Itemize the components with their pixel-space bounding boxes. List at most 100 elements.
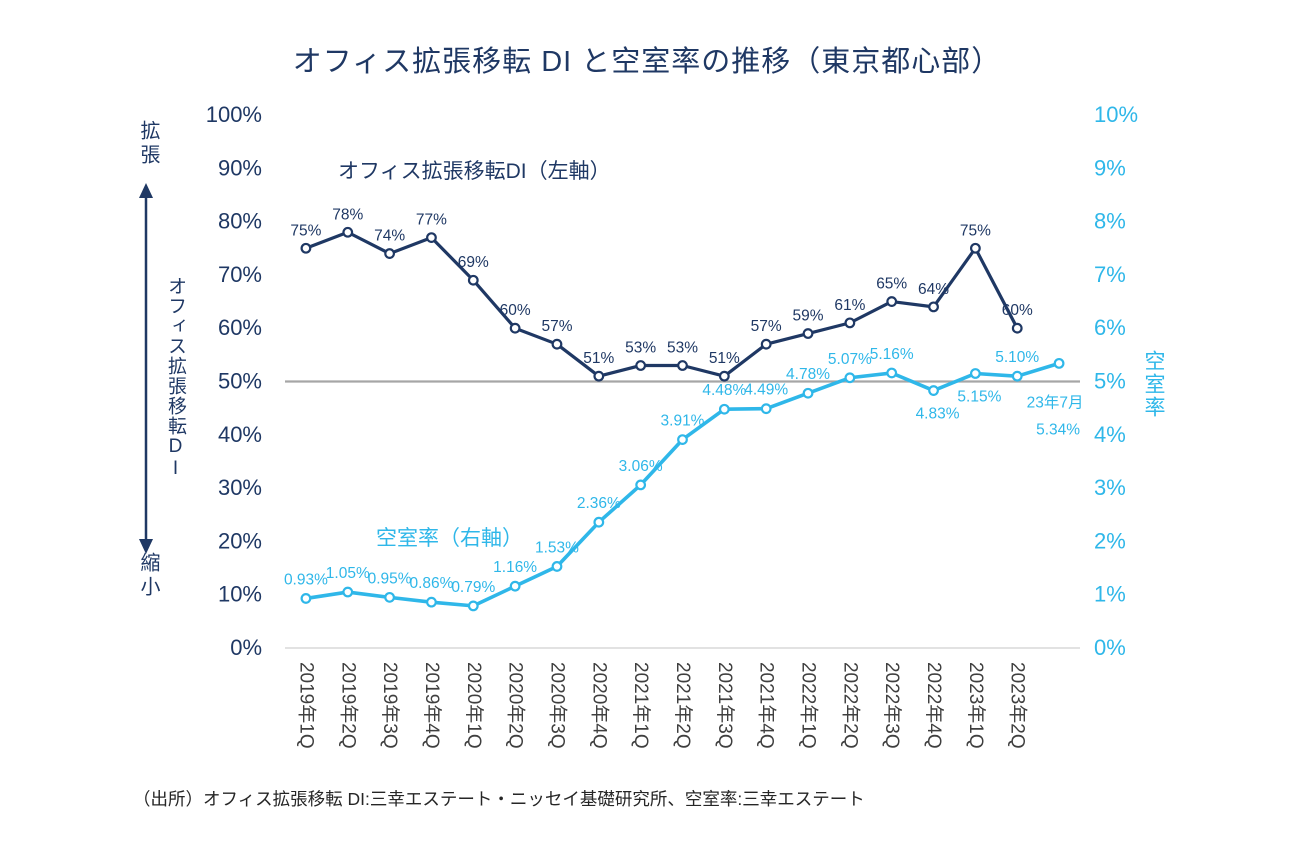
x-axis-label: 2021年2Q <box>672 662 694 749</box>
vacancy-marker <box>509 580 521 592</box>
di-data-label: 69% <box>458 254 489 271</box>
vacancy-data-labels: 0.93%1.05%0.95%0.86%0.79% 1.16% 1.53% 2.36%… <box>284 346 1084 596</box>
left-tick-label: 20% <box>218 528 262 553</box>
vacancy-data-label: 5.16% <box>870 346 914 363</box>
left-axis-ticks: 100% 90% 80% 70% 60% 50% 40% 30% 20% 10% 0% <box>206 102 262 660</box>
di-data-label: 51% <box>583 350 614 367</box>
right-axis-ticks: 10% 9% 8% 7% 6% 5% 4% 3% 2% 1% 0% <box>1094 102 1138 660</box>
source-note: （出所）オフィス拡張移転 DI:三幸エステート・ニッセイ基礎研究所、空室率:三幸… <box>133 789 865 809</box>
di-series-annotation: オフィス拡張移転DI（左軸） <box>338 160 611 183</box>
vacancy-data-label: 4.83% <box>916 406 960 423</box>
vacancy-marker <box>342 586 354 598</box>
chart-title: オフィス拡張移転 DI と空室率の推移（東京都心部） <box>292 46 1002 78</box>
di-data-label: 64% <box>918 281 949 298</box>
di-marker <box>677 360 688 371</box>
di-marker <box>969 242 981 254</box>
vacancy-marker <box>467 600 479 612</box>
vacancy-data-label: 1.53% <box>535 539 579 556</box>
di-marker <box>886 296 898 307</box>
di-marker <box>635 360 647 371</box>
vacancy-data-label: 2.36% <box>577 495 621 512</box>
x-axis-label: 2022年4Q <box>923 662 945 749</box>
di-data-label: 77% <box>416 212 447 229</box>
x-axis-label: 2021年4Q <box>756 662 778 749</box>
di-marker <box>802 328 814 339</box>
di-marker <box>1011 322 1023 334</box>
vacancy-marker <box>1053 357 1065 369</box>
right-tick-label: 1% <box>1094 582 1126 607</box>
left-tick-label: 30% <box>218 475 262 500</box>
vacancy-data-label: 0.79% <box>451 579 495 596</box>
vacancy-marker <box>760 403 772 415</box>
di-data-label: 53% <box>625 340 656 357</box>
right-tick-label: 4% <box>1094 422 1126 447</box>
left-tick-label: 100% <box>206 102 262 127</box>
left-tick-label: 50% <box>218 369 262 394</box>
di-data-label: 78% <box>332 206 363 223</box>
vacancy-marker <box>802 387 814 399</box>
di-data-label: 59% <box>793 308 824 325</box>
di-marker <box>844 317 856 329</box>
right-tick-label: 0% <box>1094 635 1126 660</box>
right-tick-label: 2% <box>1094 528 1126 553</box>
di-marker <box>426 232 437 243</box>
vacancy-marker <box>426 596 437 608</box>
x-axis-label: 2021年1Q <box>630 662 652 749</box>
di-data-label: 61% <box>834 297 865 314</box>
vacancy-data-label: 3.06% <box>619 458 663 475</box>
x-axis-label: 2020年1Q <box>463 662 485 749</box>
right-tick-label: 6% <box>1094 315 1126 340</box>
x-axis-labels: 2019年1Q 2019年2Q 2019年3Q 2019年4Q 2020年1Q 2020年… <box>295 662 1028 749</box>
vacancy-data-label: 1.05% <box>326 565 370 582</box>
x-axis-label: 2019年4Q <box>421 662 443 749</box>
right-tick-label: 10% <box>1094 102 1138 127</box>
di-marker <box>593 370 605 382</box>
x-axis-label: 2023年2Q <box>1007 662 1029 749</box>
di-data-label: 75% <box>290 222 321 239</box>
vacancy-data-label: 3.91% <box>661 413 705 430</box>
vacancy-marker <box>1011 370 1023 382</box>
left-axis-title: オフィス拡張移転DI <box>165 276 186 480</box>
di-data-labels: 75% 78% 74% 77% 69% 60% 57% 51% 53% 53% 51% 57% 59% 6… <box>290 206 1033 367</box>
vacancy-last-annotation: 23年7月 <box>1027 393 1084 411</box>
di-marker <box>467 274 479 286</box>
vacancy-data-label: 5.07% <box>828 351 872 368</box>
x-axis-label: 2020年3Q <box>546 662 568 749</box>
di-data-label: 60% <box>1002 302 1033 319</box>
di-marker <box>300 242 312 254</box>
expand-label: 拡張 <box>137 120 159 168</box>
right-axis-title: 空室率 <box>1142 350 1165 419</box>
di-data-label: 53% <box>667 340 698 357</box>
vacancy-marker <box>886 367 898 379</box>
left-tick-label: 40% <box>218 422 262 447</box>
x-axis-label: 2019年1Q <box>295 662 317 749</box>
vacancy-marker <box>844 372 856 384</box>
di-data-label: 65% <box>876 276 907 293</box>
di-line <box>304 230 1019 378</box>
vacancy-marker <box>384 591 396 603</box>
di-marker <box>509 322 521 334</box>
vacancy-data-label: 5.10% <box>995 349 1039 366</box>
arrow-up-head-icon <box>139 183 153 198</box>
vacancy-marker <box>677 434 688 445</box>
vacancy-data-label: 1.16% <box>493 559 537 576</box>
di-marker <box>384 248 396 259</box>
right-tick-label: 3% <box>1094 475 1126 500</box>
x-axis-label: 2022年1Q <box>798 662 820 749</box>
vacancy-marker <box>300 593 312 604</box>
left-tick-label: 80% <box>218 209 262 234</box>
vacancy-marker <box>718 403 730 415</box>
left-tick-label: 70% <box>218 262 262 287</box>
di-marker <box>718 370 730 382</box>
di-marker <box>551 338 563 350</box>
left-tick-label: 0% <box>230 635 262 660</box>
vacancy-data-label: 5.15% <box>957 389 1001 406</box>
di-data-label: 57% <box>751 318 782 335</box>
vacancy-data-label: 5.34% <box>1036 421 1080 438</box>
vacancy-marker <box>635 479 647 491</box>
di-markers <box>300 226 1023 382</box>
di-marker <box>342 226 354 238</box>
vacancy-data-label: 0.93% <box>284 571 328 588</box>
